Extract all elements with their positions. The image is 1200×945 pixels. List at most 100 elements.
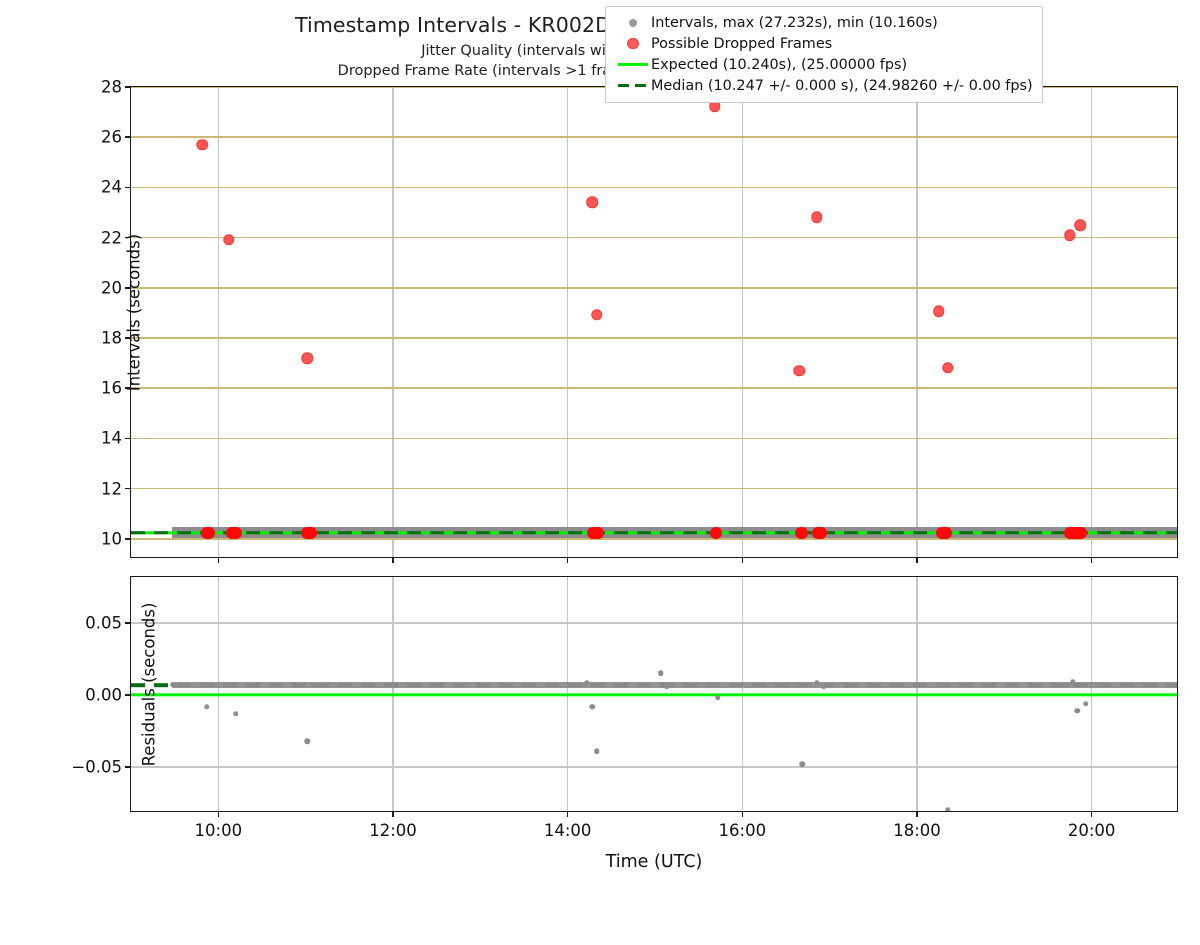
y-tick-label: 16: [101, 378, 122, 398]
residual-baseline-band: [171, 681, 1177, 689]
green-line-icon: [618, 62, 648, 67]
x-tick: [392, 811, 394, 817]
residual-point: [1074, 708, 1080, 714]
residual-point: [821, 683, 827, 690]
dropped-frame-point: [586, 196, 599, 209]
y-tick: [125, 136, 131, 138]
y-tick-label: 26: [101, 127, 122, 147]
y-tick: [125, 86, 131, 88]
x-tick: [1090, 557, 1093, 563]
x-gridline: [916, 87, 918, 557]
residual-point: [463, 682, 469, 688]
residual-point: [1064, 682, 1070, 688]
dropped-frame-cluster: [301, 526, 318, 539]
legend-marker: [615, 62, 651, 67]
x-tick-label: 10:00: [194, 821, 243, 840]
y-tick-label: 18: [101, 328, 122, 348]
legend-item: Median (10.247 +/- 0.000 s), (24.98260 +…: [615, 75, 1033, 96]
x-axis-label: Time (UTC): [605, 852, 703, 872]
x-gridline: [741, 87, 744, 557]
intervals-plot-clip: [131, 87, 1177, 557]
y-tick: [125, 487, 131, 490]
figure-root: Timestamp Intervals - KR002D_20251010_09…: [71, 6, 1178, 872]
residual-point: [199, 682, 206, 688]
y-gridline: [131, 287, 1177, 289]
dropped-frame-point: [1074, 219, 1086, 231]
residual-point: [1069, 679, 1076, 685]
legend-marker: [615, 37, 651, 50]
residual-point: [936, 682, 942, 688]
y-tick-label: 20: [101, 278, 122, 298]
dropped-frame-point: [933, 305, 945, 317]
y-tick: [125, 236, 131, 239]
legend-label: Expected (10.240s), (25.00000 fps): [651, 56, 908, 73]
legend-item: Possible Dropped Frames: [615, 33, 1033, 54]
median-line: [131, 530, 1177, 535]
dropped-frame-point: [793, 364, 805, 377]
dropped-frame-cluster: [225, 526, 242, 539]
y-tick: [125, 622, 131, 624]
y-tick-label: 28: [101, 77, 122, 97]
dashed-green-line-icon: [618, 83, 648, 88]
x-tick-label: 18:00: [893, 821, 941, 840]
x-tick: [566, 557, 569, 563]
residual-point: [658, 670, 664, 677]
y-tick-label: 0.00: [85, 685, 122, 705]
y-tick: [125, 387, 131, 390]
y-gridline: [131, 437, 1177, 440]
red-dot-icon: [627, 37, 639, 50]
x-tick: [566, 811, 569, 817]
residual-point: [1096, 682, 1102, 688]
y-tick-label: 14: [101, 428, 122, 448]
y-tick-label: 22: [101, 228, 122, 248]
x-tick: [392, 557, 394, 563]
dropped-frame-point: [196, 138, 209, 151]
legend-item: Expected (10.240s), (25.00000 fps): [615, 54, 1033, 75]
dropped-frame-cluster: [794, 526, 808, 539]
residuals-plot-clip: [131, 577, 1177, 811]
x-tick-label: 14:00: [543, 821, 592, 840]
residual-point: [1083, 700, 1089, 707]
residual-point: [594, 748, 600, 754]
y-gridline: [131, 186, 1177, 189]
dropped-frame-point: [301, 352, 313, 364]
dropped-frame-cluster: [710, 526, 722, 539]
y-tick: [125, 538, 131, 540]
y-tick: [125, 287, 131, 289]
x-tick: [741, 811, 744, 817]
x-tick-label: 12:00: [369, 821, 417, 840]
dropped-frame-cluster: [586, 526, 605, 539]
expected-line: [131, 693, 1177, 697]
intervals-plot-area: Intervals (seconds) 10 12 14 16 18 20 22 24 26 28: [101, 78, 1178, 563]
dropped-frame-cluster: [935, 526, 952, 539]
x-gridline: [217, 87, 220, 557]
x-tick: [217, 557, 220, 563]
legend-label: Median (10.247 +/- 0.000 s), (24.98260 +…: [651, 77, 1033, 94]
residual-point: [233, 710, 239, 717]
y-tick-label: 0.05: [85, 613, 122, 633]
dropped-frame-point: [1064, 229, 1076, 242]
residual-point: [170, 682, 176, 688]
x-tick: [1090, 811, 1093, 817]
y-tick-label: 10: [101, 529, 122, 549]
gray-dot-icon: [629, 18, 637, 27]
residual-point: [663, 683, 670, 690]
x-gridline: [566, 87, 569, 557]
y-gridline: [131, 387, 1177, 390]
legend-label: Intervals, max (27.232s), min (10.160s): [651, 14, 938, 31]
residual-point: [799, 761, 805, 767]
residual-point: [589, 703, 596, 710]
x-tick-label: 16:00: [718, 821, 767, 840]
x-gridline: [392, 87, 394, 557]
y-gridline: [131, 337, 1177, 339]
dropped-frame-cluster: [812, 526, 827, 539]
legend-marker: [615, 83, 651, 88]
dropped-frame-cluster: [1064, 526, 1088, 539]
dropped-frame-point: [810, 211, 823, 223]
residual-point: [304, 738, 310, 744]
y-gridline: [131, 766, 1177, 768]
y-gridline: [131, 538, 1177, 540]
residual-point: [714, 695, 721, 701]
dropped-frame-point: [591, 308, 603, 321]
y-tick: [125, 766, 131, 768]
